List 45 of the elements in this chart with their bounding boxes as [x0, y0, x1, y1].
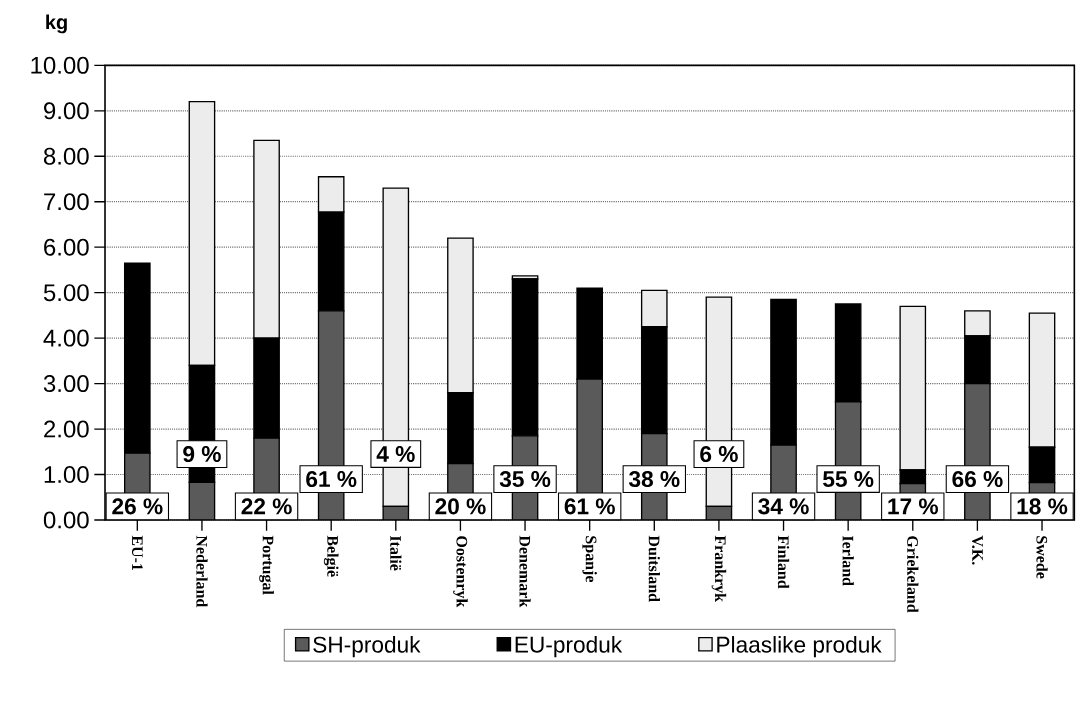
legend-label: Plaaslike produk: [717, 636, 882, 658]
annotation: 38 %: [628, 471, 680, 488]
annotation: 66 %: [952, 471, 1003, 488]
x-tick-label: Griekeland: [907, 536, 919, 613]
x-tick-label: Spanje: [582, 536, 597, 583]
x-tick-label: Denemark: [519, 535, 531, 608]
x-tick-label: EU-1: [131, 535, 143, 571]
x-tick-label: Italië: [390, 535, 402, 571]
y-axis-title: kg: [46, 14, 67, 34]
x-tick-label: Nederland: [196, 535, 208, 608]
y-tick-label: 5.00: [43, 284, 89, 302]
y-tick-label: 8.00: [43, 147, 89, 165]
annotation: 34 %: [758, 498, 809, 515]
x-tick-label: V.K.: [972, 535, 983, 565]
annotation: 18 %: [1017, 498, 1068, 515]
y-tick-label: 2.00: [44, 420, 89, 438]
legend-label: EU-produk: [515, 636, 623, 658]
annotation: 6 %: [700, 446, 738, 463]
x-tick-label: Frankryk: [711, 535, 727, 603]
y-tick-label: 9.00: [44, 102, 89, 120]
annotation: 61 %: [564, 498, 615, 515]
y-tick-label: 0.00: [43, 511, 89, 529]
x-tick-label: Portugal: [259, 535, 274, 595]
annotation: 35 %: [499, 471, 551, 488]
y-tick-label: 4.00: [43, 329, 89, 347]
annotation: 4 %: [376, 446, 415, 463]
x-tick-label: Finland: [777, 535, 790, 589]
x-tick-label: Oostenryk: [453, 536, 468, 608]
x-tick-label: Duitsland: [648, 535, 660, 602]
x-tick-label: Swede: [1036, 536, 1048, 579]
annotation: 55 %: [823, 471, 874, 488]
y-tick-label: 10.00: [31, 56, 89, 74]
y-tick-label: 1.00: [44, 466, 89, 484]
annotation: 17 %: [888, 498, 938, 515]
y-tick-label: 3.00: [43, 375, 89, 393]
annotation: 61 %: [306, 471, 357, 488]
x-tick-label: België: [323, 535, 339, 577]
annotation: 22 %: [241, 498, 292, 515]
y-tick-label: 6.00: [44, 238, 89, 256]
annotation: 9 %: [183, 446, 221, 463]
y-tick-label: 7.00: [44, 193, 89, 211]
x-tick-label: Ierland: [842, 535, 854, 586]
annotation: 20 %: [435, 498, 486, 515]
annotation: 26 %: [112, 498, 163, 515]
legend-label: SH-produk: [313, 636, 421, 658]
